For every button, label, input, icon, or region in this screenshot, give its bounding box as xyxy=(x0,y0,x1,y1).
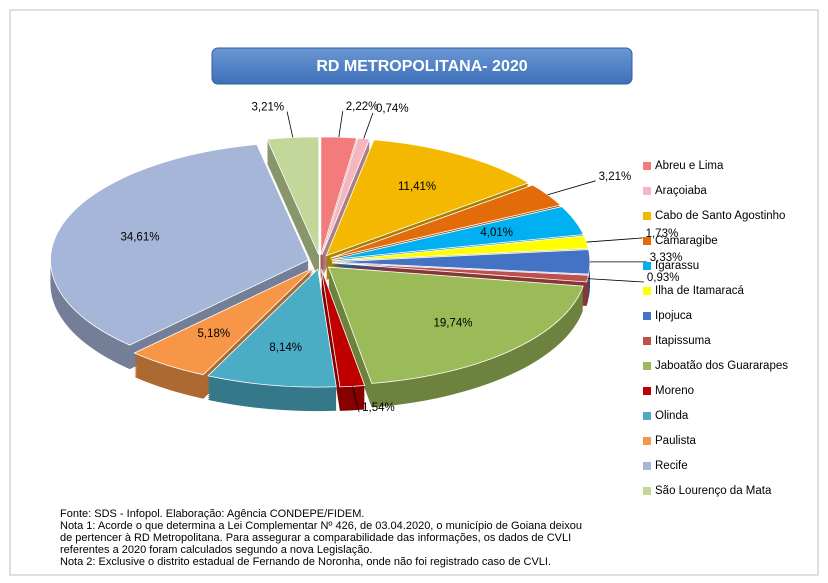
data-label: 3,21% xyxy=(599,171,632,183)
legend-swatch xyxy=(643,212,651,220)
note-line: referentes a 2020 foram calculados segun… xyxy=(60,544,373,556)
slice xyxy=(50,143,309,346)
legend-label: Paulista xyxy=(655,435,697,447)
legend-label: Ilha de Itamaracá xyxy=(655,285,744,297)
note-line: de pertencer à RD Metropolitana. Para as… xyxy=(60,532,571,544)
slice xyxy=(331,249,591,275)
legend-label: Olinda xyxy=(655,410,689,422)
legend-label: Cabo de Santo Agostinho xyxy=(655,210,785,222)
legend-swatch xyxy=(643,262,651,270)
legend-swatch xyxy=(643,312,651,320)
slice-side xyxy=(321,148,370,265)
slice-side xyxy=(331,266,589,286)
slice-side xyxy=(321,144,370,261)
legend: Abreu e Lima Araçoiaba Cabo de Santo Agost… xyxy=(643,160,788,497)
data-label: 34,61% xyxy=(120,232,159,244)
slice xyxy=(207,268,337,388)
legend-swatch xyxy=(643,362,651,370)
data-label: 5,18% xyxy=(197,328,230,340)
leader-line xyxy=(363,112,374,139)
legend-label: Moreno xyxy=(655,385,694,397)
legend-swatch xyxy=(643,187,651,195)
slice xyxy=(320,136,358,255)
leader-line xyxy=(351,386,360,413)
data-label: 19,74% xyxy=(433,318,472,330)
slice-side xyxy=(321,140,370,257)
legend-swatch xyxy=(643,437,651,445)
legend-label: Itapissuma xyxy=(655,335,711,347)
data-label: 8,14% xyxy=(269,342,302,354)
slice xyxy=(327,266,584,384)
slice xyxy=(325,139,530,257)
data-label: 3,21% xyxy=(251,102,284,114)
slice-side xyxy=(321,142,370,259)
legend-swatch xyxy=(643,287,651,295)
legend-label: Recife xyxy=(655,460,688,472)
leader-line xyxy=(547,180,596,196)
data-label: 3,33% xyxy=(650,252,683,264)
data-label: 2,22% xyxy=(346,101,379,113)
legend-swatch xyxy=(643,387,651,395)
slice xyxy=(329,184,562,259)
data-label: 11,41% xyxy=(398,181,436,193)
legend-label: Jaboatão dos Guararapes xyxy=(655,360,788,372)
pie: 2,22%0,74% 11,41% 3,21% 4,01% 1,73% 3,33% 0,93… xyxy=(50,101,682,414)
notes: Fonte: SDS - Infopol. Elaboração: Agênci… xyxy=(60,508,582,568)
chart-title: RD METROPOLITANA- 2020 xyxy=(316,58,527,75)
data-label: 1,73% xyxy=(646,228,679,240)
leader-line xyxy=(338,111,344,138)
data-label: 0,74% xyxy=(376,103,409,115)
data-label: 1,54% xyxy=(362,402,395,414)
legend-label: Ipojuca xyxy=(655,310,693,322)
legend-label: São Lourenço da Mata xyxy=(655,485,772,497)
legend-swatch xyxy=(643,462,651,470)
slice xyxy=(266,136,320,256)
slice-side xyxy=(331,264,589,284)
title-box xyxy=(211,47,633,85)
slice xyxy=(321,137,371,256)
legend-swatch xyxy=(643,487,651,495)
legend-label: Camaragibe xyxy=(655,235,718,247)
slice xyxy=(331,206,585,260)
slice-side xyxy=(321,146,370,263)
note-line: Nota 1: Acorde o que determina a Lei Com… xyxy=(60,520,582,532)
legend-label: Araçoiaba xyxy=(655,185,707,197)
data-label: 4,01% xyxy=(480,227,513,239)
legend-swatch xyxy=(643,162,651,170)
data-label: 0,93% xyxy=(647,272,680,284)
slice xyxy=(133,267,314,376)
legend-label: Abreu e Lima xyxy=(655,160,724,172)
leader-line xyxy=(286,111,294,138)
leader-line xyxy=(587,278,644,283)
note-line: Fonte: SDS - Infopol. Elaboração: Agênci… xyxy=(60,508,364,520)
note-line: Nota 2: Exclusive o distrito estadual de… xyxy=(60,556,551,568)
legend-swatch xyxy=(643,337,651,345)
legend-swatch xyxy=(643,237,651,245)
leader-line xyxy=(586,237,643,243)
legend-swatch xyxy=(643,412,651,420)
legend-label: Igarassu xyxy=(655,260,699,272)
